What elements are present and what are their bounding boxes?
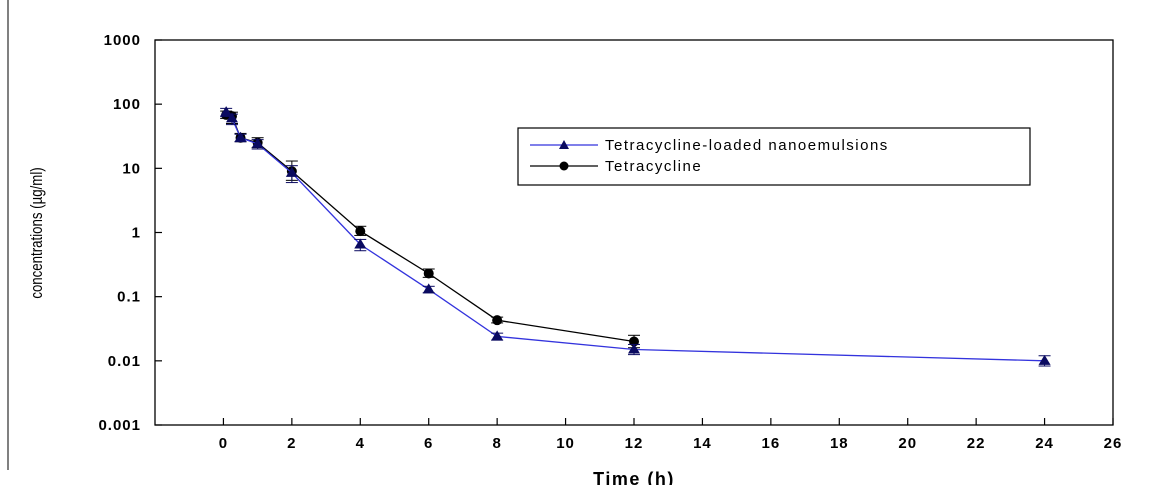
y-tick-label: 10: [122, 160, 141, 177]
y-tick-label: 1000: [104, 32, 141, 49]
x-tick-label: 12: [625, 435, 644, 452]
y-tick-label: 100: [113, 96, 141, 113]
x-tick-label: 24: [1035, 435, 1054, 452]
data-point-triangle: [1038, 354, 1051, 365]
legend: Tetracycline-loaded nanoemulsions Tetrac…: [517, 127, 1031, 186]
data-point-triangle: [234, 131, 247, 142]
x-axis: 0 2 4 6 8 10 12 14 16 18 20 22 24 26: [219, 418, 1123, 452]
x-tick-label: 20: [898, 435, 917, 452]
data-point-circle: [355, 226, 366, 237]
x-axis-title: Time (h): [593, 469, 675, 485]
x-tick-label: 4: [356, 435, 365, 452]
y-tick-label: 0.001: [98, 417, 141, 434]
x-tick-label: 16: [762, 435, 781, 452]
y-tick-label: 0.01: [108, 353, 141, 370]
data-point-triangle: [251, 137, 264, 148]
plot-frame: [154, 39, 1114, 426]
x-tick-label: 10: [556, 435, 575, 452]
x-tick-label: 22: [967, 435, 986, 452]
data-point-triangle: [225, 112, 238, 123]
x-tick-label: 6: [424, 435, 433, 452]
series-nanoemulsion: [220, 106, 1051, 367]
data-point-triangle: [491, 330, 504, 341]
data-point-circle: [423, 268, 434, 279]
x-tick-label: 8: [492, 435, 501, 452]
x-tick-label: 2: [287, 435, 296, 452]
y-axis: 0.001 0.01 0.1 1 10 100 1000: [98, 32, 162, 434]
y-tick-label: 0.1: [117, 289, 141, 306]
data-point-triangle: [354, 238, 367, 249]
legend-label-tetracycline: Tetracycline: [605, 158, 702, 175]
series-line: [225, 111, 1045, 362]
data-point-circle: [492, 315, 503, 326]
x-tick-label: 14: [693, 435, 712, 452]
x-tick-label: 0: [219, 435, 228, 452]
y-axis-title: concentrations (µg/ml): [28, 167, 47, 298]
data-point-triangle: [422, 283, 435, 294]
legend-triangle-marker: [559, 140, 569, 149]
legend-box: [517, 127, 1031, 186]
legend-label-nanoemulsion: Tetracycline-loaded nanoemulsions: [605, 137, 889, 154]
x-tick-label: 26: [1104, 435, 1123, 452]
x-tick-label: 18: [830, 435, 849, 452]
data-point-triangle: [285, 166, 298, 177]
data-point-triangle: [628, 343, 640, 354]
legend-circle-marker: [559, 161, 569, 171]
series-layer: [220, 106, 1051, 367]
y-tick-label: 1: [132, 225, 141, 242]
